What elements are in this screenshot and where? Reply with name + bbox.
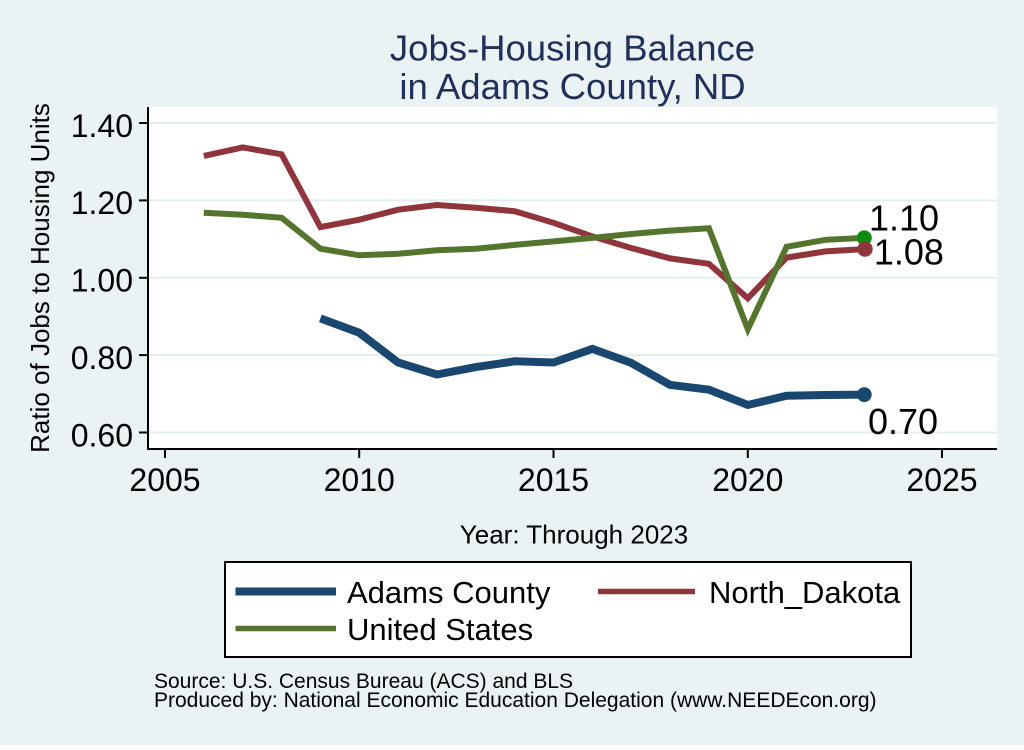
- svg-text:1.40: 1.40: [71, 108, 133, 144]
- svg-text:2010: 2010: [324, 462, 395, 498]
- svg-text:Year: Through 2023: Year: Through 2023: [460, 520, 688, 550]
- svg-text:United States: United States: [347, 612, 533, 647]
- svg-text:1.20: 1.20: [71, 185, 133, 221]
- svg-text:1.08: 1.08: [874, 231, 944, 272]
- svg-text:in Adams County, ND: in Adams County, ND: [399, 66, 745, 107]
- svg-text:2015: 2015: [518, 462, 589, 498]
- svg-text:2005: 2005: [129, 462, 200, 498]
- svg-text:Produced by: National Economic: Produced by: National Economic Education…: [154, 689, 877, 712]
- svg-text:Ratio of Jobs to Housing Units: Ratio of Jobs to Housing Units: [25, 103, 55, 453]
- svg-text:1.00: 1.00: [71, 263, 133, 299]
- svg-text:Source: U.S. Census Bureau (AC: Source: U.S. Census Bureau (ACS) and BLS: [154, 670, 573, 693]
- svg-text:2025: 2025: [906, 462, 977, 498]
- svg-text:Adams County: Adams County: [347, 575, 551, 610]
- svg-text:0.60: 0.60: [71, 417, 133, 453]
- svg-text:North_Dakota: North_Dakota: [709, 575, 901, 610]
- svg-text:Jobs-Housing Balance: Jobs-Housing Balance: [390, 28, 755, 69]
- svg-text:0.80: 0.80: [71, 340, 133, 376]
- svg-text:2020: 2020: [712, 462, 783, 498]
- svg-text:1.10: 1.10: [869, 198, 939, 239]
- svg-text:0.70: 0.70: [868, 401, 938, 442]
